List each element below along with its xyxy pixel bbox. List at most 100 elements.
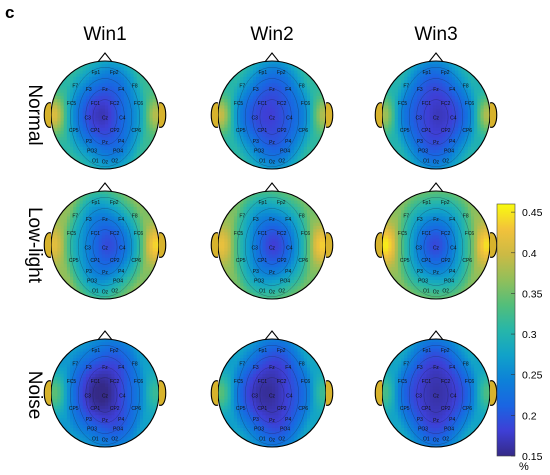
electrode-label: CP5 — [236, 406, 246, 412]
electrode-label: CP2 — [277, 406, 287, 412]
electrode-label: FC2 — [441, 101, 451, 107]
colorbar-gradient — [496, 203, 516, 457]
electrode-label: F4 — [118, 87, 124, 93]
right-ear-icon — [325, 232, 334, 258]
electrode-label: P4 — [285, 269, 291, 275]
electrode-label: FC6 — [465, 379, 475, 385]
topomap-low-light-win1: Fp1 Fp2 F7 F3 Fz F4 F8 FC5 FC1 FC2 FC6 C3 Cz C4 CP5 CP1… — [43, 182, 167, 300]
electrode-label: F7 — [239, 213, 245, 219]
nose-icon — [97, 182, 113, 193]
electrode-label: Oz — [269, 437, 276, 443]
electrode-label: F7 — [403, 213, 409, 219]
electrode-label: FC6 — [465, 101, 475, 107]
electrode-label: O2 — [442, 436, 449, 442]
electrode-label: PO3 — [254, 149, 264, 155]
right-ear-icon — [158, 102, 167, 128]
electrode-label: Fz — [433, 87, 439, 93]
electrode-label: Fp1 — [258, 348, 267, 354]
left-ear-icon — [374, 102, 383, 128]
electrode-label: FC1 — [422, 101, 432, 107]
electrode-label: CP1 — [257, 406, 267, 412]
electrode-label: F7 — [239, 83, 245, 89]
electrode-label: P3 — [417, 269, 423, 275]
electrode-label: F7 — [72, 213, 78, 219]
electrode-label: PO4 — [444, 427, 454, 433]
electrode-label: P3 — [253, 269, 259, 275]
electrode-label: Fp1 — [422, 70, 431, 76]
electrode-label: F3 — [86, 217, 92, 223]
electrode-label: P4 — [449, 269, 455, 275]
row-label-noise: Noise — [24, 371, 45, 420]
electrode-label: Fz — [433, 217, 439, 223]
electrode-label: CP1 — [90, 128, 100, 134]
electrode-label: FC5 — [234, 231, 244, 237]
electrode-label: P3 — [417, 139, 423, 145]
electrode-label: F3 — [86, 365, 92, 371]
electrode-label: CP2 — [441, 128, 451, 134]
electrode-label: FC5 — [67, 231, 77, 237]
electrode-label: CP2 — [441, 406, 451, 412]
colorbar: 0.45 0.4 0.35 0.3 0.25 0.2 0.15 % — [496, 203, 543, 473]
nose-icon — [428, 52, 444, 63]
topomap-normal-win3: Fp1 Fp2 F7 F3 Fz F4 F8 FC5 FC1 FC2 FC6 C3 Cz C4 CP5 CP1… — [374, 52, 498, 170]
left-ear-icon — [43, 380, 52, 406]
nose-icon — [264, 182, 280, 193]
electrode-label: Pz — [433, 270, 439, 276]
electrode-label: F8 — [132, 361, 138, 367]
electrode-label: Oz — [269, 289, 276, 295]
electrode-label: F4 — [285, 365, 291, 371]
electrode-label: FC5 — [67, 101, 77, 107]
electrode-label: Cz — [102, 116, 109, 122]
electrode-label: F3 — [253, 87, 259, 93]
electrode-label: CP5 — [69, 258, 79, 264]
electrode-label: O1 — [92, 158, 99, 164]
nose-icon — [428, 182, 444, 193]
electrode-label: FC5 — [398, 379, 408, 385]
nose-icon — [428, 330, 444, 341]
electrode-label: P4 — [285, 139, 291, 145]
topomap-normal-win1: Fp1 Fp2 F7 F3 Fz F4 F8 FC5 FC1 FC2 FC6 C3 Cz C4 CP5 CP1… — [43, 52, 167, 170]
electrode-label: P4 — [118, 139, 124, 145]
electrode-label: F3 — [253, 365, 259, 371]
electrode-label: PO3 — [254, 427, 264, 433]
topomap-grid: Fp1 Fp2 F7 F3 Fz F4 F8 FC5 FC1 FC2 FC6 C3 Cz C4 CP5 CP1… — [43, 52, 498, 448]
electrode-label: Pz — [269, 140, 275, 146]
electrode-label: CP5 — [236, 258, 246, 264]
row-label-low-light: Low-light — [24, 207, 45, 284]
right-ear-icon — [325, 102, 334, 128]
electrode-label: Fp2 — [277, 70, 286, 76]
electrode-label: Pz — [269, 418, 275, 424]
electrode-label: Pz — [433, 418, 439, 424]
electrode-label: CP1 — [90, 406, 100, 412]
electrode-label: F7 — [72, 361, 78, 367]
electrode-label: Fp1 — [258, 70, 267, 76]
electrode-label: CP6 — [462, 258, 472, 264]
electrode-label: F8 — [299, 83, 305, 89]
electrode-label: P3 — [417, 417, 423, 423]
electrode-label: P3 — [253, 417, 259, 423]
electrode-label: C4 — [450, 246, 457, 252]
electrode-label: F8 — [299, 361, 305, 367]
electrode-label: Oz — [102, 437, 109, 443]
electrode-label: Fp2 — [441, 200, 450, 206]
electrode-label: CP1 — [90, 258, 100, 264]
column-title-win2: Win2 — [250, 24, 293, 45]
electrode-label: FC1 — [91, 231, 101, 237]
electrode-label: Oz — [269, 159, 276, 165]
electrode-label: CP6 — [462, 128, 472, 134]
electrode-label: CP2 — [277, 128, 287, 134]
electrode-label: CP6 — [462, 406, 472, 412]
electrode-label: FC1 — [91, 379, 101, 385]
electrode-label: Fz — [102, 87, 108, 93]
electrode-label: Oz — [433, 437, 440, 443]
electrode-label: PO4 — [280, 279, 290, 285]
electrode-label: C4 — [286, 116, 293, 122]
electrode-label: CP2 — [110, 258, 120, 264]
electrode-label: PO4 — [113, 279, 123, 285]
left-ear-icon — [43, 102, 52, 128]
electrode-label: FC1 — [258, 231, 268, 237]
electrode-label: FC5 — [67, 379, 77, 385]
electrode-label: Fp2 — [441, 348, 450, 354]
electrode-label: FC2 — [277, 101, 287, 107]
